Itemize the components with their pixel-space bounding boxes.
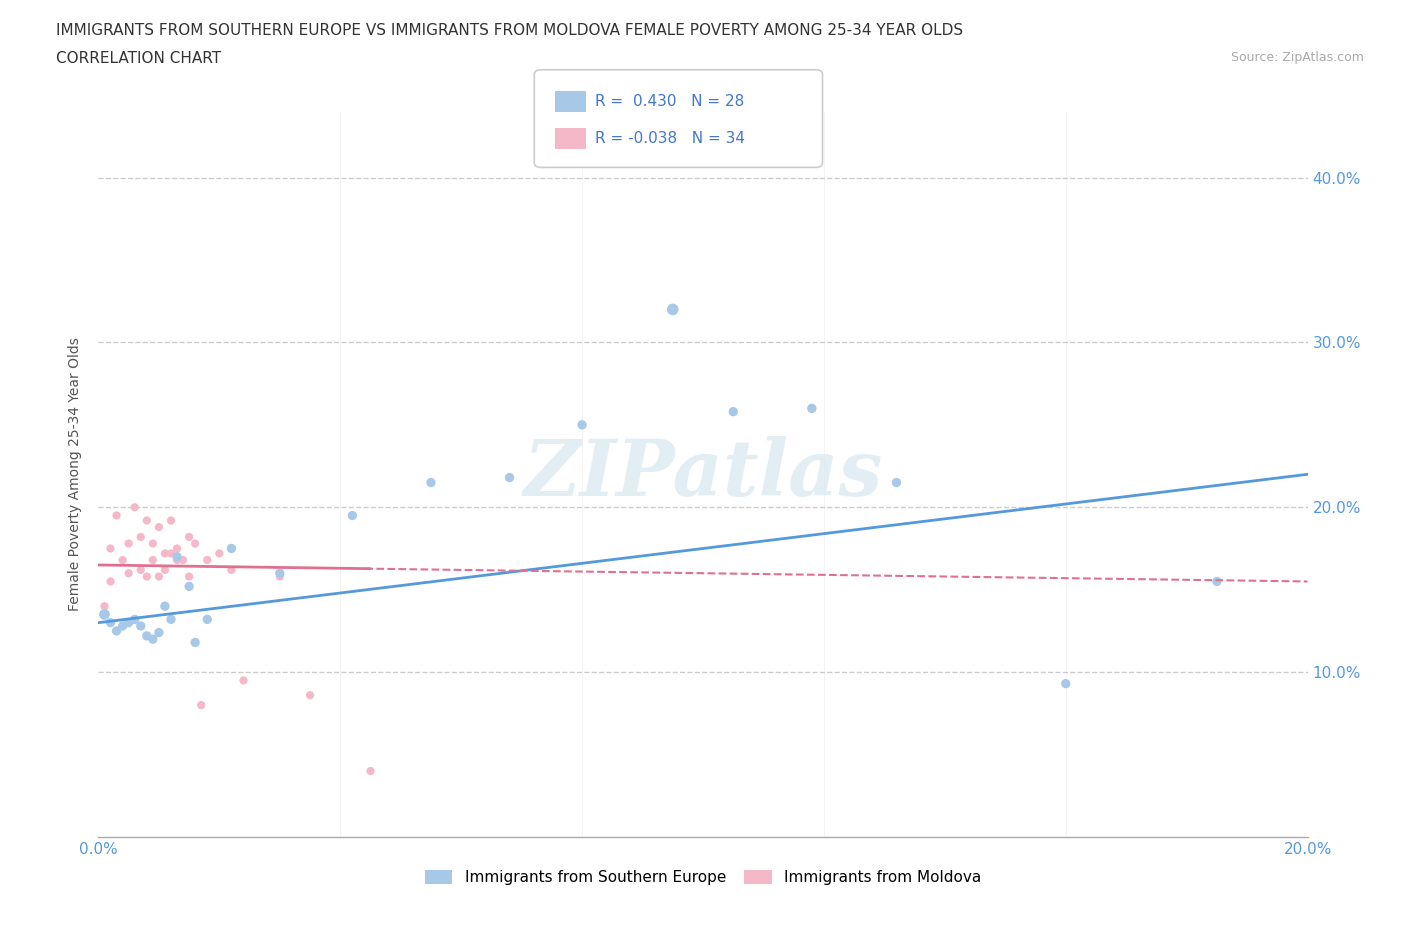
Point [269, 565, 291, 580]
Point [142, 552, 165, 567]
Point [129, 563, 152, 578]
Point [195, 552, 218, 567]
Point [148, 625, 170, 640]
Point [179, 569, 201, 584]
Point [571, 418, 593, 432]
Point [342, 508, 364, 523]
Point [148, 569, 170, 584]
Point [100, 574, 122, 589]
Point [153, 563, 176, 578]
Point [420, 475, 443, 490]
Point [221, 541, 243, 556]
Point [142, 631, 165, 646]
Point [179, 579, 201, 594]
Point [166, 541, 188, 556]
Point [135, 569, 157, 584]
Point [135, 629, 157, 644]
Point [129, 618, 152, 633]
Point [299, 688, 322, 703]
Point [118, 536, 141, 551]
Point [100, 616, 122, 631]
Point [111, 618, 134, 633]
Point [105, 508, 128, 523]
Point [111, 552, 134, 567]
Point [105, 623, 128, 638]
Point [153, 599, 176, 614]
Point [135, 513, 157, 528]
Point [124, 499, 146, 514]
Point [179, 529, 201, 544]
Text: CORRELATION CHART: CORRELATION CHART [56, 51, 221, 66]
Point [160, 513, 183, 528]
Point [1054, 676, 1077, 691]
Text: IMMIGRANTS FROM SOUTHERN EUROPE VS IMMIGRANTS FROM MOLDOVA FEMALE POVERTY AMONG : IMMIGRANTS FROM SOUTHERN EUROPE VS IMMIG… [56, 23, 963, 38]
Point [129, 529, 152, 544]
Point [360, 764, 382, 778]
Point [195, 612, 218, 627]
Text: Source: ZipAtlas.com: Source: ZipAtlas.com [1230, 51, 1364, 64]
Point [142, 536, 165, 551]
Text: ZIPatlas: ZIPatlas [523, 436, 883, 512]
Point [166, 550, 188, 565]
Point [800, 401, 823, 416]
Point [232, 673, 254, 688]
Point [118, 616, 141, 631]
Point [118, 565, 141, 580]
Legend: Immigrants from Southern Europe, Immigrants from Moldova: Immigrants from Southern Europe, Immigra… [419, 864, 987, 891]
Point [661, 302, 683, 317]
Point [221, 563, 243, 578]
Y-axis label: Female Poverty Among 25-34 Year Olds: Female Poverty Among 25-34 Year Olds [69, 338, 83, 611]
Point [498, 471, 520, 485]
Point [172, 552, 194, 567]
Point [190, 698, 212, 712]
Point [886, 475, 908, 490]
Point [160, 546, 183, 561]
Point [723, 405, 745, 419]
Point [160, 612, 183, 627]
Point [93, 607, 115, 622]
Text: R =  0.430   N = 28: R = 0.430 N = 28 [595, 94, 744, 109]
Point [148, 520, 170, 535]
Point [166, 552, 188, 567]
Point [208, 546, 231, 561]
Point [184, 635, 207, 650]
Text: R = -0.038   N = 34: R = -0.038 N = 34 [595, 131, 745, 146]
Point [93, 599, 115, 614]
Point [269, 569, 291, 584]
Point [153, 546, 176, 561]
Point [124, 612, 146, 627]
Point [100, 541, 122, 556]
Point [184, 536, 207, 551]
Point [1206, 574, 1229, 589]
